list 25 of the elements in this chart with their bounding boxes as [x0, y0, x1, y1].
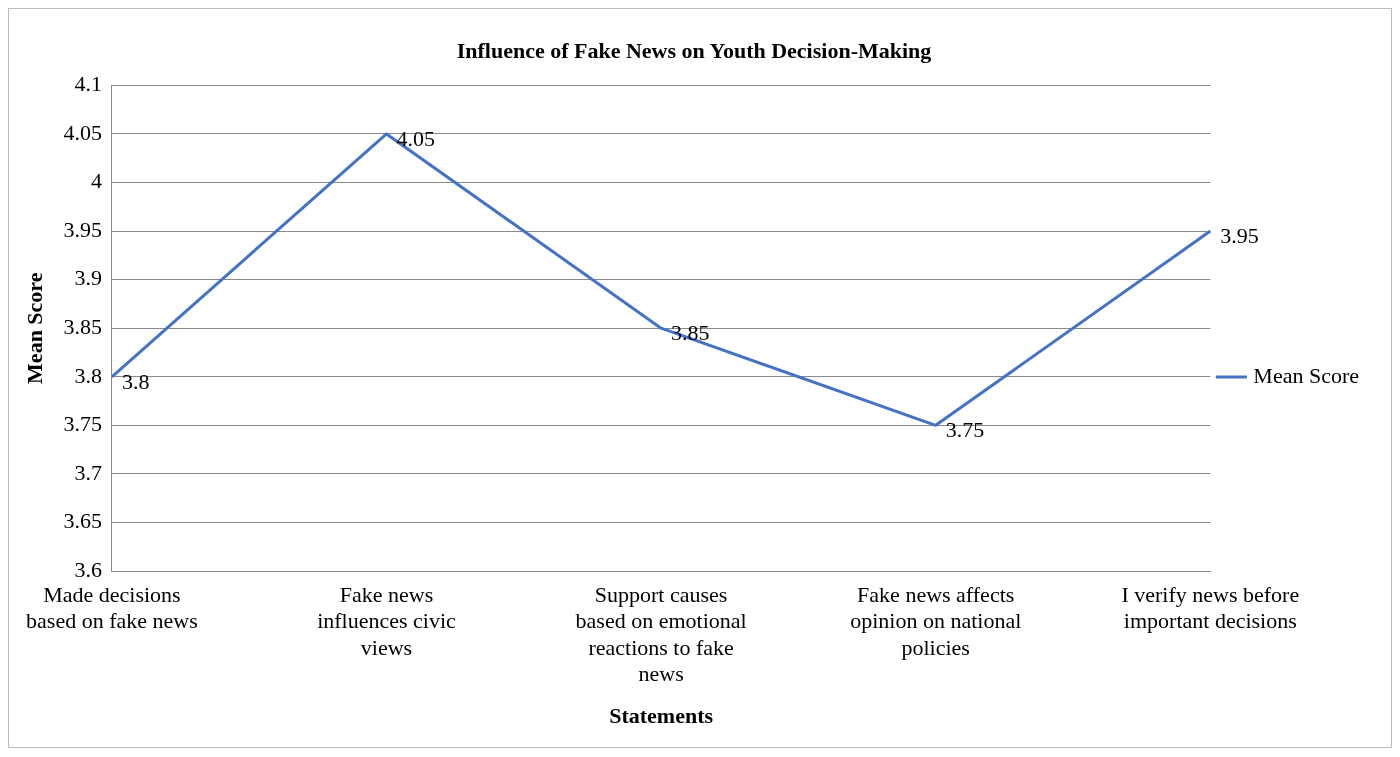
- chart-title: Influence of Fake News on Youth Decision-Making: [456, 37, 932, 63]
- y-axis-title: Mean Score: [21, 272, 47, 384]
- legend-label: Mean Score: [1253, 362, 1360, 388]
- y-tick-label: 3.65: [63, 508, 102, 534]
- x-tick-label: Made decisions based on fake news: [26, 581, 198, 634]
- y-tick-label: 4: [90, 168, 102, 194]
- y-tick-label: 3.7: [74, 459, 102, 485]
- x-tick-label: Support causes based on emotional reactions to fake news: [575, 581, 747, 687]
- x-tick-label: Fake news influences civic views: [317, 581, 457, 660]
- x-tick-label: I verify news before important decisions: [1121, 581, 1300, 634]
- y-tick-label: 4.05: [63, 119, 102, 145]
- y-tick-label: 3.75: [63, 411, 102, 437]
- data-label: 3.95: [1220, 222, 1259, 248]
- x-tick-label: Fake news affects opinion on national policies: [850, 581, 1022, 660]
- y-tick-label: 3.6: [74, 556, 102, 582]
- data-label: 3.85: [671, 319, 710, 345]
- y-tick-label: 3.85: [63, 313, 102, 339]
- y-tick-label: 3.8: [74, 362, 102, 388]
- data-label: 4.05: [396, 125, 435, 151]
- data-label: 3.8: [121, 368, 150, 394]
- x-axis-title: Statements: [609, 703, 714, 729]
- y-tick-label: 3.9: [74, 265, 102, 291]
- y-tick-label: 4.1: [74, 71, 102, 97]
- data-label: 3.75: [945, 417, 985, 443]
- y-tick-label: 3.95: [63, 216, 102, 242]
